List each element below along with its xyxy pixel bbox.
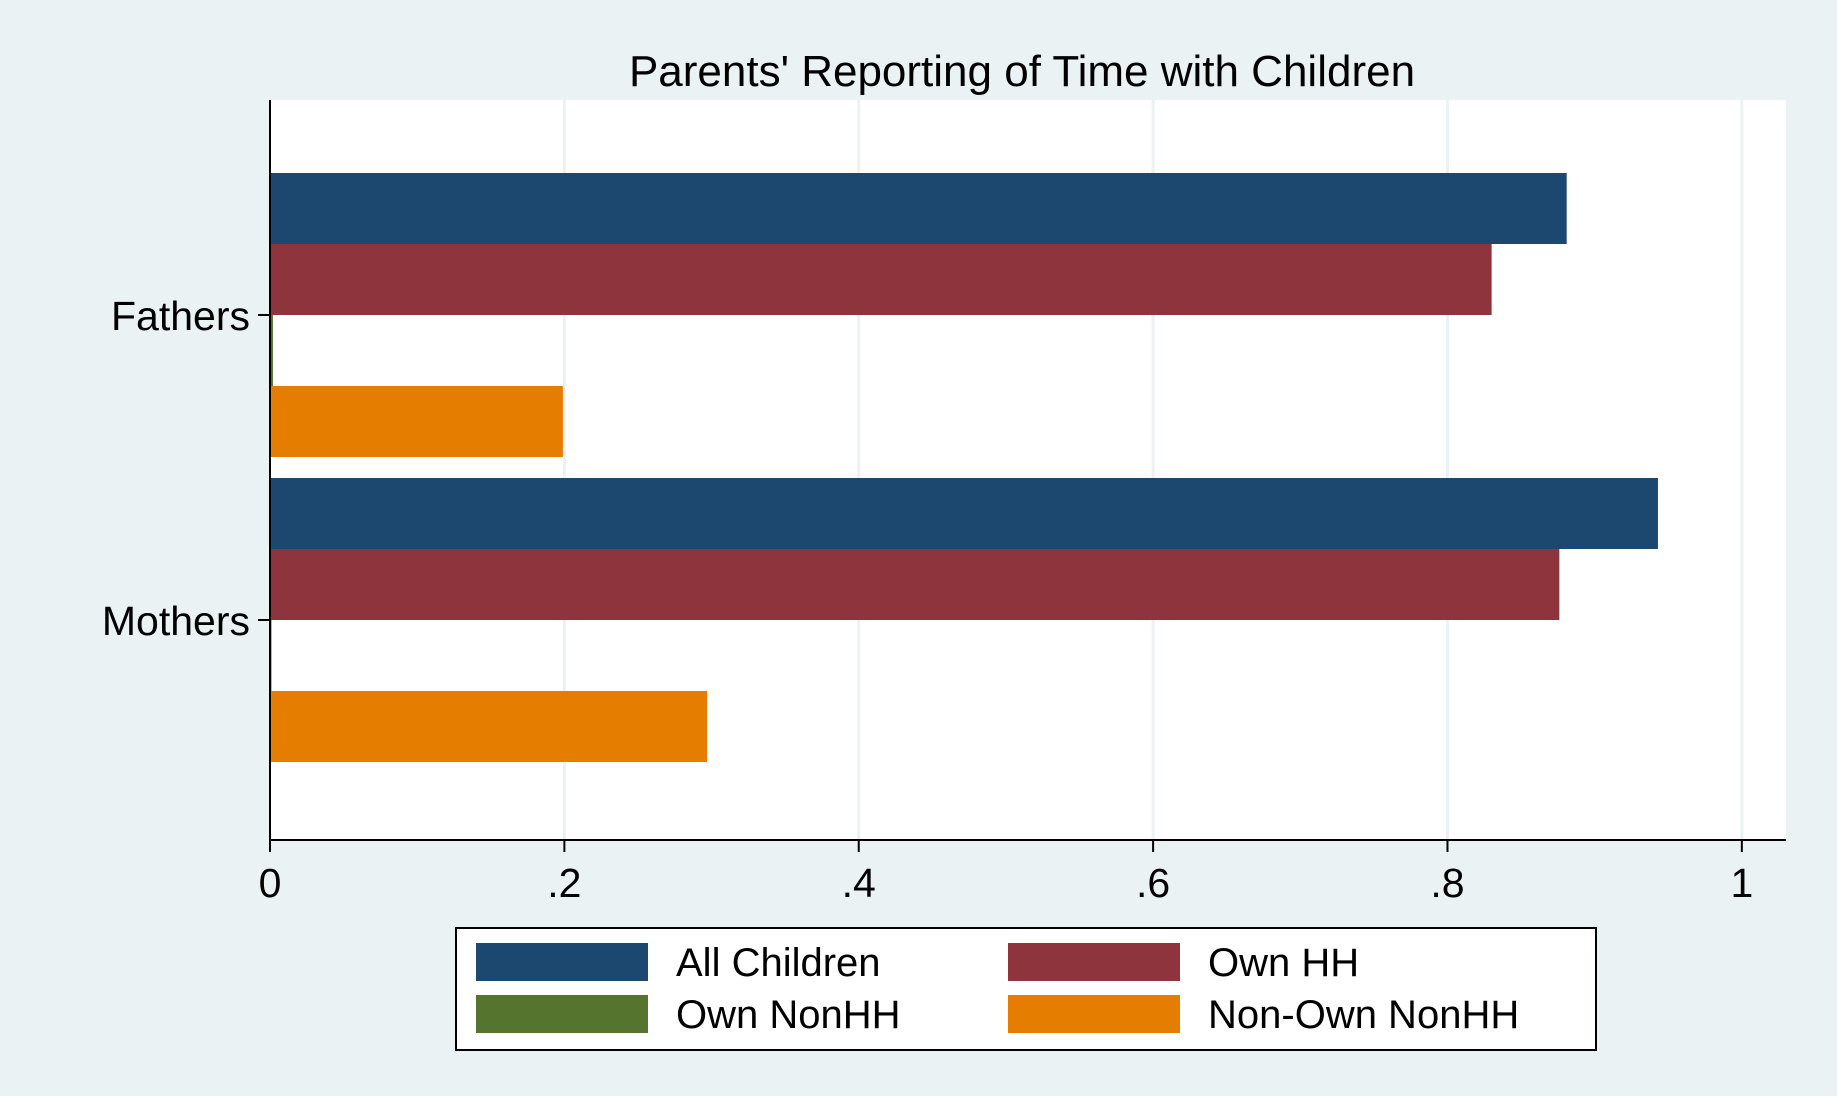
x-tick-label-4: .8 <box>1430 860 1464 906</box>
y-tick-label-mothers: Mothers <box>102 598 250 644</box>
bars <box>270 173 1658 762</box>
bar-mothers-non-own-nonhh <box>270 691 708 762</box>
legend-swatch-non-own-nonhh <box>1008 995 1180 1033</box>
legend-swatch-own-nonhh <box>476 995 648 1033</box>
bar-mothers-own-hh <box>270 549 1560 620</box>
legend-label-non-own-nonhh: Non-Own NonHH <box>1208 993 1519 1037</box>
legend: All Children Own HH Own NonHH Non-Own NonHH <box>455 927 1597 1051</box>
y-tick-label-fathers: Fathers <box>111 293 250 339</box>
legend-items: All Children Own HH Own NonHH Non-Own NonHH <box>476 941 1519 1037</box>
legend-swatch-own-hh <box>1008 943 1180 981</box>
x-tick-label-5: 1 <box>1730 860 1753 906</box>
bar-mothers-all-children <box>270 478 1658 549</box>
bar-fathers-all-children <box>270 173 1567 244</box>
y-axis-ticks: Fathers Mothers <box>102 293 270 644</box>
legend-label-all-children: All Children <box>676 941 881 985</box>
legend-label-own-hh: Own HH <box>1208 941 1359 985</box>
x-tick-label-0: 0 <box>259 860 282 906</box>
bar-fathers-own-nonhh <box>270 315 273 386</box>
chart-title: Parents' Reporting of Time with Children <box>629 47 1415 96</box>
bar-fathers-non-own-nonhh <box>270 386 563 457</box>
x-axis-ticks: 0 .2 .4 .6 .8 1 <box>259 840 1753 906</box>
bar-fathers-own-hh <box>270 244 1492 315</box>
x-tick-label-1: .2 <box>547 860 581 906</box>
x-tick-label-3: .6 <box>1136 860 1170 906</box>
legend-swatch-all-children <box>476 943 648 981</box>
legend-label-own-nonhh: Own NonHH <box>676 993 901 1037</box>
x-tick-label-2: .4 <box>842 860 876 906</box>
